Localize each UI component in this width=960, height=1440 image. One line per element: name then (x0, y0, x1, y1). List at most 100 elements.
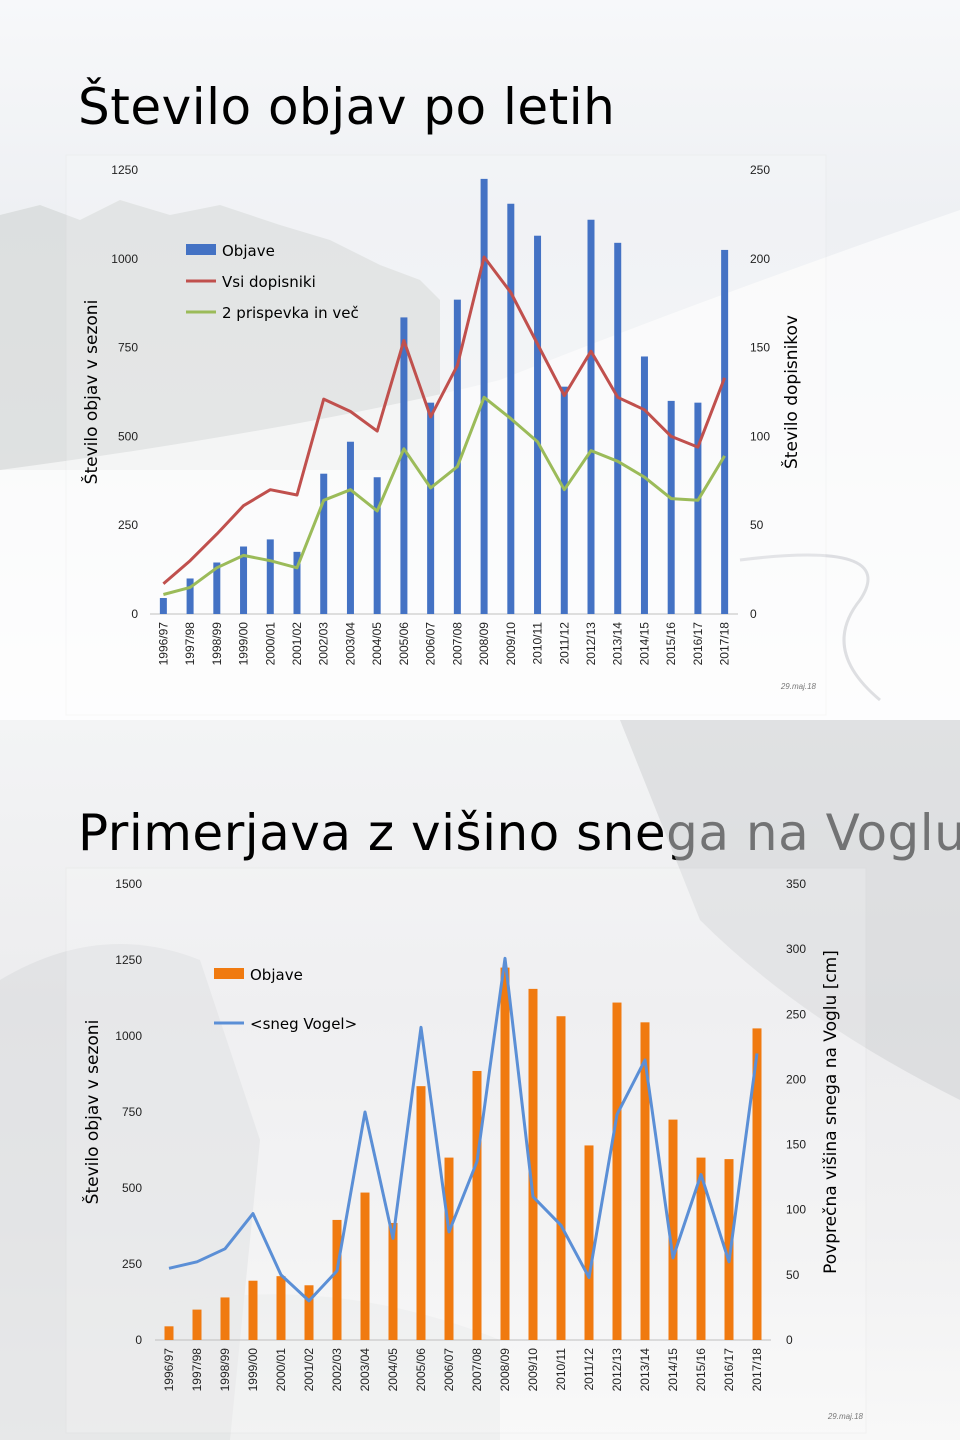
y2-tick-label: 0 (786, 1333, 793, 1347)
x-tick-label: 2015/16 (664, 622, 678, 666)
y-tick-label: 1000 (115, 1029, 142, 1043)
bar (721, 249, 729, 615)
bar (248, 1280, 258, 1340)
x-tick-label: 2016/17 (722, 1348, 736, 1392)
bar (266, 539, 274, 614)
x-tick-label: 2002/03 (330, 1348, 344, 1392)
bar (164, 1326, 174, 1340)
bar (192, 1309, 202, 1340)
y-axis-label: Število objav v sezoni (81, 1020, 103, 1205)
x-tick-label: 2011/12 (557, 622, 571, 665)
x-tick-label: 1997/98 (183, 622, 197, 666)
legend-label: 2 prispevka in več (222, 304, 359, 322)
y2-tick-label: 100 (786, 1203, 806, 1217)
bar (293, 551, 301, 614)
x-tick-label: 2017/18 (718, 622, 732, 666)
y2-tick-label: 50 (750, 518, 764, 532)
bar (400, 317, 408, 614)
x-tick-label: 2008/09 (498, 1348, 512, 1392)
y-tick-label: 750 (118, 341, 138, 355)
bar (694, 402, 702, 614)
bar (752, 1028, 762, 1340)
bar (587, 219, 595, 614)
y-tick-label: 250 (122, 1257, 142, 1271)
chart-snow-vogel: 0 250 500 750 1000 1250 1500 0 50 100 150 200 250 300… (0, 720, 960, 1440)
y-tick-label: 250 (118, 518, 138, 532)
x-tick-label: 2004/05 (370, 622, 384, 666)
x-tick-label: 2013/14 (611, 622, 625, 666)
bar (556, 1016, 566, 1340)
y-tick-label: 750 (122, 1105, 142, 1119)
x-tick-label: 2003/04 (358, 1348, 372, 1392)
bar (724, 1159, 734, 1340)
y-tick-label: 0 (135, 1333, 142, 1347)
y-tick-label: 1500 (115, 877, 142, 891)
line-series (163, 395, 726, 596)
date-stamp: 29.maj.18 (827, 1412, 864, 1421)
y2-tick-label: 150 (750, 341, 770, 355)
legend-label: Vsi dopisniki (222, 273, 316, 291)
y-tick-label: 500 (118, 429, 138, 443)
x-tick-label: 2008/09 (477, 622, 491, 666)
x-tick-label: 2001/02 (290, 622, 304, 666)
x-tick-label: 2014/15 (666, 1348, 680, 1392)
bar (472, 1070, 482, 1340)
x-tick-label: 2006/07 (442, 1348, 456, 1392)
bar (534, 235, 542, 614)
bar (444, 1157, 454, 1340)
y-tick-label: 500 (122, 1181, 142, 1195)
x-tick-label: 2002/03 (317, 622, 331, 666)
legend-swatch (214, 968, 244, 979)
x-tick-label: 1996/97 (156, 622, 170, 666)
bar (427, 402, 435, 614)
legend-label: Objave (222, 242, 275, 260)
x-tick-label: 1996/97 (162, 1348, 176, 1392)
y2-tick-label: 200 (750, 252, 770, 266)
chart-title: Število objav po letih (78, 78, 616, 136)
bar (360, 1192, 370, 1340)
bar (240, 546, 248, 614)
x-tick-label: 2004/05 (386, 1348, 400, 1392)
bar (453, 299, 461, 614)
x-tick-label: 1999/00 (237, 622, 251, 666)
bar (640, 1022, 650, 1340)
bar (560, 386, 568, 614)
panel-snow-comparison: Primerjava z višino snega na Voglu 0 250 5… (0, 720, 960, 1440)
bar (304, 1285, 314, 1340)
bar (696, 1157, 706, 1340)
x-tick-label: 2009/10 (504, 622, 518, 666)
x-tick-label: 2001/02 (302, 1348, 316, 1392)
x-tick-label: 2010/11 (531, 622, 545, 665)
bar (332, 1219, 342, 1340)
y2-axis-label: Število dopisnikov (780, 315, 802, 469)
bar (213, 562, 221, 614)
x-tick-label: 2006/07 (424, 622, 438, 666)
y-tick-label: 0 (131, 607, 138, 621)
x-tick-label: 2012/13 (610, 1348, 624, 1392)
x-tick-label: 2016/17 (691, 622, 705, 666)
bar (614, 242, 622, 615)
bar (500, 967, 510, 1340)
bar (320, 473, 328, 614)
y2-tick-label: 300 (786, 942, 806, 956)
x-tick-label: 1998/99 (210, 622, 224, 666)
y2-tick-label: 350 (786, 877, 806, 891)
x-tick-label: 2015/16 (694, 1348, 708, 1392)
y2-tick-label: 250 (786, 1007, 806, 1021)
x-tick-label: 2009/10 (526, 1348, 540, 1392)
x-tick-label: 2017/18 (750, 1348, 764, 1392)
bar (159, 598, 167, 614)
legend-label: Objave (250, 966, 303, 984)
bar (186, 578, 194, 614)
x-tick-label: 1998/99 (218, 1348, 232, 1392)
date-stamp: 29.maj.18 (780, 682, 817, 691)
y2-tick-label: 250 (750, 163, 770, 177)
bar (276, 1276, 286, 1340)
x-tick-label: 1997/98 (190, 1348, 204, 1392)
y2-tick-label: 150 (786, 1138, 806, 1152)
y2-tick-label: 200 (786, 1072, 806, 1086)
panel-post-count: Število objav po letih 0 250 500 750 1000 125… (0, 0, 960, 720)
x-tick-label: 2000/01 (274, 1348, 288, 1392)
x-tick-label: 2012/13 (584, 622, 598, 666)
x-tick-label: 1999/00 (246, 1348, 260, 1392)
